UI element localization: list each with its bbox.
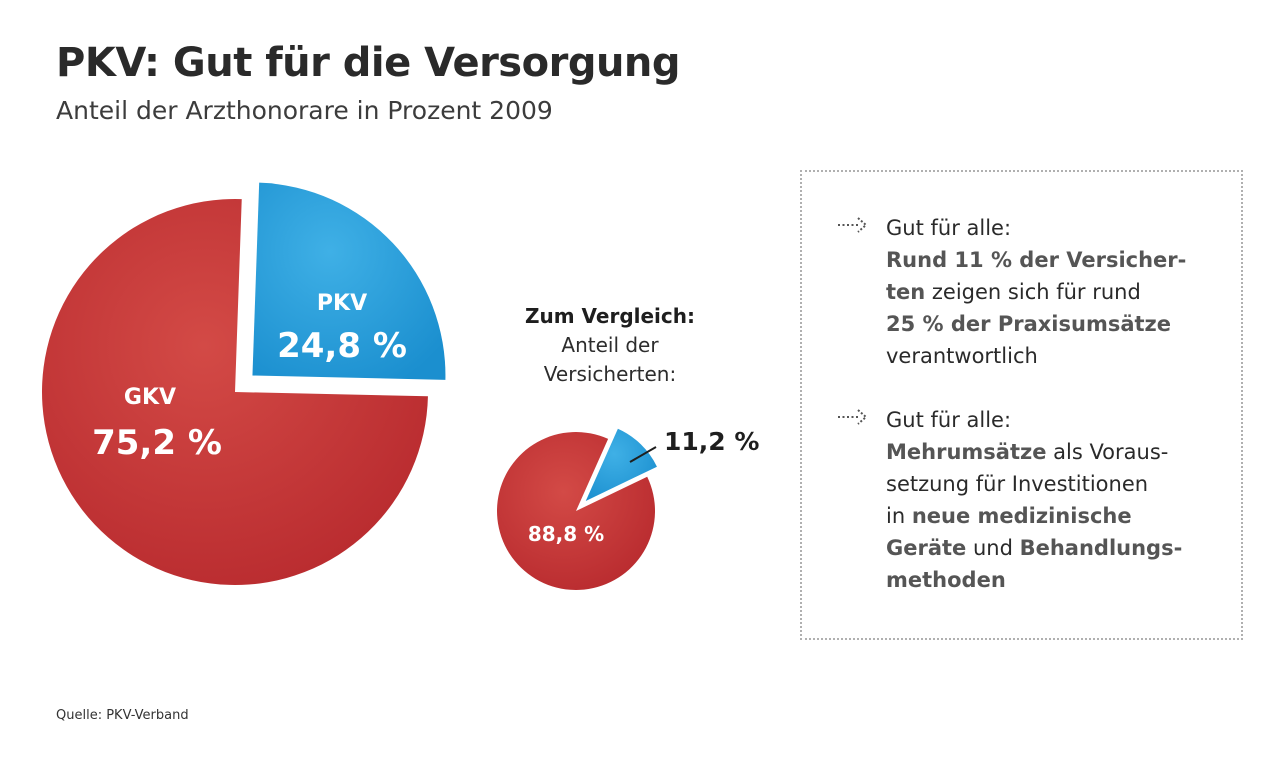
dotted-arrow-icon (838, 217, 868, 233)
info-line: verantwortlich (886, 344, 1038, 368)
info-line: Geräte und Behandlungs- (886, 536, 1183, 560)
info-line: in neue medizinische (886, 504, 1132, 528)
pie-slice-gkv (41, 199, 428, 586)
info-lead: Gut für alle: (886, 408, 1012, 432)
slice-name-gkv: GKV (124, 385, 176, 410)
slice-value-gkv: 75,2 % (92, 423, 222, 463)
pie-versicherte: 88,8 % 11,2 % (497, 427, 759, 591)
source-note: Quelle: PKV-Verband (56, 708, 189, 723)
slice-value-pkv: 11,2 % (664, 427, 759, 456)
pie-slice-pkv (252, 182, 446, 380)
pie-slice-pkv (585, 428, 657, 501)
comparison-line: Anteil der (561, 333, 659, 357)
slice-name-pkv: PKV (317, 291, 367, 316)
comparison-line: Versicherten: (543, 362, 677, 386)
comparison-label: Zum Vergleich: Anteil der Versicherten: (500, 302, 720, 389)
info-line: 25 % der Praxisumsätze (886, 312, 1171, 336)
chart-title: PKV: Gut für die Versorgung (56, 40, 681, 86)
pie-slice-gkv (497, 432, 656, 591)
info-lead: Gut für alle: (886, 216, 1012, 240)
chart-subtitle: Anteil der Arzthonorare in Prozent 2009 (56, 96, 553, 125)
pie-honorare: GKV 75,2 % PKV 24,8 % (41, 182, 446, 586)
info-line: Mehrumsätze als Voraus- (886, 440, 1169, 464)
slice-value-gkv: 88,8 % (528, 522, 604, 546)
slice-value-pkv: 24,8 % (277, 326, 407, 366)
info-line: methoden (886, 568, 1006, 592)
info-text-2: Gut für alle: Mehrumsätze als Voraus- se… (886, 404, 1226, 596)
info-box: Gut für alle: Rund 11 % der Versicher- t… (800, 170, 1243, 640)
info-line: Rund 11 % der Versicher- (886, 248, 1187, 272)
callout-line (629, 446, 657, 463)
info-line: setzung für Investitionen (886, 472, 1149, 496)
dotted-arrow-icon (838, 409, 868, 425)
info-text-1: Gut für alle: Rund 11 % der Versicher- t… (886, 212, 1226, 372)
comparison-heading: Zum Vergleich: (524, 304, 696, 328)
info-line: ten zeigen sich für rund (886, 280, 1141, 304)
